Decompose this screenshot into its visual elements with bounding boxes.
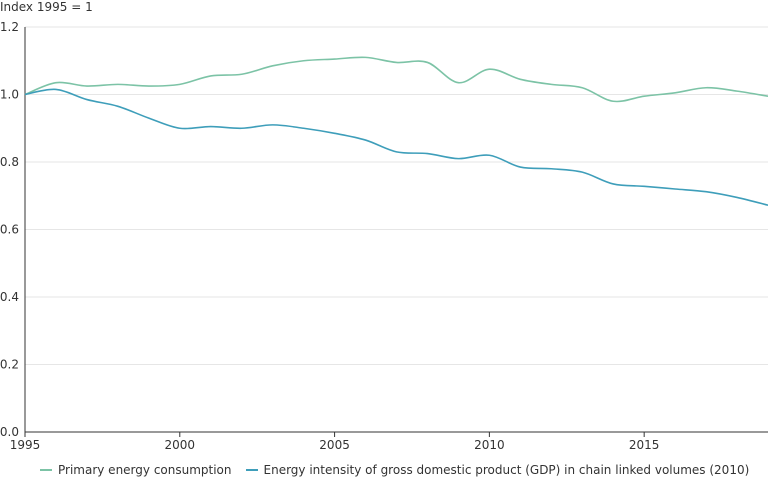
y-tick-label: 0.8 bbox=[0, 155, 19, 169]
series-line-primary-energy bbox=[24, 56, 768, 103]
legend-item-energy-intensity: Energy intensity of gross domestic produ… bbox=[245, 463, 750, 477]
legend-swatch bbox=[40, 469, 52, 471]
x-tick-label: 2015 bbox=[629, 438, 660, 452]
tick-labels: 0.0 0.2 0.4 0.6 0.8 1.0 1.2 1995 2000 2005 2010 201… bbox=[0, 20, 659, 452]
y-tick-label: 1.2 bbox=[0, 20, 19, 34]
y-axis-unit-label: Index 1995 = 1 bbox=[0, 0, 93, 14]
gridlines bbox=[25, 26, 768, 365]
y-tick-label: 0.2 bbox=[0, 358, 19, 372]
legend-label: Energy intensity of gross domestic produ… bbox=[263, 463, 750, 477]
x-tick-label: 1995 bbox=[10, 438, 41, 452]
x-tick-label: 2010 bbox=[474, 438, 505, 452]
legend-swatch bbox=[245, 469, 258, 471]
y-tick-label: 0.0 bbox=[0, 425, 19, 439]
legend: Primary energy consumption Energy intens… bbox=[40, 463, 749, 477]
x-tick-label: 2000 bbox=[165, 438, 196, 452]
legend-item-primary-energy: Primary energy consumption bbox=[40, 463, 232, 477]
y-tick-label: 0.4 bbox=[0, 290, 19, 304]
x-tick-label: 2005 bbox=[319, 438, 350, 452]
series-lines bbox=[24, 56, 768, 206]
y-tick-label: 0.6 bbox=[0, 223, 19, 237]
y-tick-label: 1.0 bbox=[0, 88, 19, 102]
axes bbox=[24, 27, 768, 437]
legend-label: Primary energy consumption bbox=[58, 463, 232, 477]
series-line-energy-intensity bbox=[24, 88, 768, 206]
